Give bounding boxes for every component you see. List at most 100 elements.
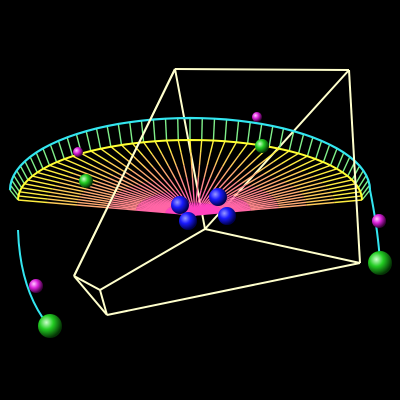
ray-segment (135, 209, 166, 214)
ray-segment (47, 201, 78, 206)
ray-segment (151, 195, 174, 207)
ray-segment (118, 191, 145, 201)
ray-segment (154, 140, 163, 154)
rim-ray (357, 174, 367, 189)
ray-segment (19, 191, 49, 197)
ray-segment (109, 198, 139, 206)
ray-segment (48, 194, 79, 201)
ray-segment (161, 153, 169, 167)
ray-segment (250, 175, 271, 187)
magenta-atom (372, 214, 386, 228)
ray-segment (131, 143, 144, 156)
ray-segment (124, 157, 140, 171)
ray-segment (242, 191, 267, 201)
ray-segment (322, 175, 348, 184)
ray-segment (228, 141, 238, 155)
ray-segment (262, 181, 286, 191)
ray-segment (122, 189, 147, 200)
ray-segment (56, 161, 80, 172)
ray-segment (209, 140, 215, 154)
rim-ray (95, 128, 102, 149)
rim-ray (201, 118, 203, 141)
mid-ring (17, 138, 363, 201)
rim-ray (235, 120, 240, 143)
ray-segment (180, 177, 187, 191)
ray-segment (180, 152, 185, 166)
ray-segment (197, 190, 202, 203)
ray-segment (24, 183, 53, 190)
ray-segment (146, 197, 171, 208)
ray-segment (113, 194, 141, 203)
rim-ray (268, 125, 274, 147)
rim-ray (322, 144, 331, 163)
ray-segment (247, 196, 274, 204)
ray-segment (295, 158, 316, 170)
ray-segment (97, 181, 123, 191)
ray-segment (125, 171, 144, 184)
ray-segment (72, 155, 94, 167)
ray-segment (280, 152, 299, 165)
ray-segment (257, 161, 274, 173)
box-edge (106, 262, 361, 316)
ray-segment (52, 188, 82, 195)
ray-segment (331, 187, 359, 194)
ray-segment (277, 198, 306, 205)
ray-segment (50, 191, 80, 198)
ray-segment (100, 163, 120, 175)
box-edge (174, 68, 350, 71)
rim-ray (9, 189, 19, 201)
rim-ray (117, 123, 123, 146)
rim-ray (342, 156, 351, 173)
ray-segment (190, 164, 194, 178)
rim-ray (106, 125, 112, 147)
ray-segment (163, 178, 175, 192)
ray-segment (170, 152, 177, 166)
ray-segment (147, 181, 164, 194)
rim-ray (288, 131, 295, 152)
ray-segment (195, 189, 198, 203)
blue-atom (218, 207, 236, 225)
ray-segment (218, 198, 243, 208)
ray-segment (102, 179, 127, 190)
ray-segment (110, 146, 126, 159)
ray-segment (165, 140, 172, 154)
ray-segment (89, 185, 117, 195)
ray-segment (107, 161, 126, 173)
rim-ray (336, 152, 345, 170)
ray-segment (18, 195, 48, 200)
ray-segment (199, 140, 203, 153)
ray-segment (145, 167, 159, 181)
ray-segment (239, 189, 263, 200)
ray-segment (108, 200, 138, 207)
ray-segment (174, 177, 183, 191)
magenta-atom (73, 147, 83, 157)
ray-segment (229, 183, 248, 196)
ray-segment (305, 198, 334, 203)
ray-segment (189, 139, 192, 153)
rim-ray (361, 184, 371, 197)
ray-segment (306, 201, 335, 206)
ray-segment (299, 185, 327, 193)
ray-segment (151, 153, 162, 167)
ray-segment (203, 165, 208, 178)
ray-segment (185, 177, 191, 191)
rim-ray (246, 122, 251, 144)
ray-segment (148, 196, 173, 207)
ray-segment (250, 202, 278, 208)
ray-segment (152, 180, 168, 193)
radial-ray-fan (9, 118, 371, 216)
ray-segment (79, 196, 109, 203)
ray-segment (113, 175, 135, 187)
ray-segment (79, 170, 103, 181)
ray-segment (168, 178, 179, 192)
ray-segment (273, 190, 300, 199)
ray-segment (301, 188, 329, 195)
ray-segment (106, 204, 137, 210)
outer-ring (8, 116, 372, 191)
ray-segment (221, 154, 231, 167)
box-edge (73, 275, 108, 316)
ray-segment (198, 152, 202, 166)
ray-segment (204, 177, 211, 191)
ray-segment (115, 159, 133, 172)
rim-ray (85, 131, 92, 152)
